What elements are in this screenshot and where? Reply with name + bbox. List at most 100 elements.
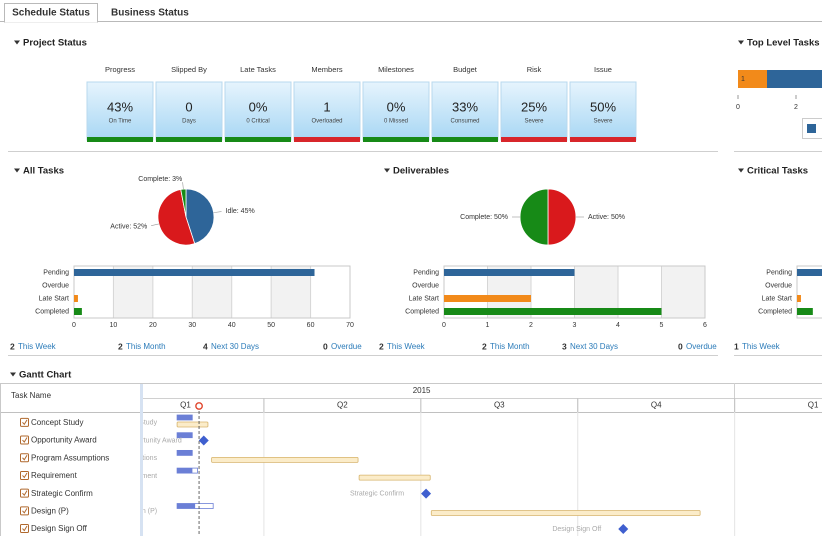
- task-check: [22, 437, 28, 443]
- y-tick-label: Overdue: [765, 282, 792, 289]
- x-tick-label: 10: [110, 322, 118, 329]
- task-checkbox[interactable]: [20, 470, 29, 480]
- bar-caption: Requirement: [117, 473, 157, 480]
- section-title: Critical Tasks: [747, 166, 808, 177]
- bar-caption: Opportunity Award: [124, 437, 182, 444]
- pie-label: Active: 50%: [588, 214, 625, 221]
- year-label: 2015: [413, 386, 431, 395]
- milestone[interactable]: [421, 488, 432, 499]
- tile-label: Slipped By: [171, 65, 207, 74]
- task-checkbox[interactable]: [20, 435, 29, 445]
- plan-progress: [177, 450, 193, 456]
- tab[interactable]: Business Status: [111, 8, 189, 19]
- leader-line: [182, 182, 184, 190]
- summary-count: 0: [323, 341, 328, 351]
- task-name[interactable]: Concept Study: [31, 418, 83, 427]
- task-bar[interactable]: [358, 474, 431, 481]
- summary-link[interactable]: This Month: [490, 342, 530, 351]
- tile-status-bar: [570, 137, 636, 142]
- task-checkbox[interactable]: [20, 417, 29, 427]
- tile-label: Progress: [105, 65, 135, 74]
- collapse-arrow[interactable]: [14, 168, 20, 173]
- tile-caption: 0 Missed: [384, 119, 408, 125]
- summary-count: 3: [562, 341, 567, 351]
- y-tick-label: Late Start: [762, 295, 792, 302]
- y-tick-label: Pending: [43, 269, 69, 276]
- task-checkbox[interactable]: [20, 506, 29, 516]
- tile-value: 0: [185, 99, 192, 114]
- summary-count: 2: [10, 341, 15, 351]
- tab[interactable]: Schedule Status: [12, 8, 90, 19]
- summary-link[interactable]: Overdue: [686, 342, 717, 351]
- bar: [444, 295, 531, 302]
- y-tick-label: Completed: [758, 308, 792, 315]
- milestone[interactable]: [198, 435, 209, 446]
- y-tick-label: Late Start: [409, 295, 439, 302]
- bar: [797, 308, 813, 315]
- plan-progress: [177, 432, 193, 438]
- plot-border: [796, 265, 822, 319]
- summary-link[interactable]: This Week: [387, 342, 426, 351]
- summary-link[interactable]: Overdue: [331, 342, 362, 351]
- tile-caption: Overloaded: [311, 119, 342, 125]
- pie-label: Active: 52%: [110, 223, 147, 230]
- plan-progress: [177, 503, 196, 509]
- x-tick-label: 50: [267, 322, 275, 329]
- y-tick-label: Pending: [766, 269, 792, 276]
- tile-caption: On Time: [109, 119, 132, 125]
- task-checkbox[interactable]: [20, 453, 29, 463]
- tile-status-bar: [156, 137, 222, 142]
- tile-value: 1: [323, 99, 330, 114]
- task-name[interactable]: Program Assumptions: [31, 453, 109, 462]
- tile-status-bar: [501, 137, 567, 142]
- summary-count: 1: [734, 341, 739, 351]
- tile[interactable]: [569, 81, 637, 141]
- x-tick-label: 40: [228, 322, 236, 329]
- legend-swatch: [807, 124, 816, 133]
- task-bar[interactable]: [430, 510, 701, 516]
- summary-link[interactable]: This Week: [18, 342, 57, 351]
- tile[interactable]: [500, 81, 568, 141]
- summary-link[interactable]: Next 30 Days: [570, 342, 618, 351]
- task-name[interactable]: Strategic Confirm: [31, 489, 93, 498]
- collapse-arrow[interactable]: [10, 372, 16, 377]
- data-label: 1: [741, 76, 745, 83]
- task-name[interactable]: Design Sign Off: [31, 524, 88, 533]
- plan-progress: [177, 468, 193, 474]
- tile-status-bar: [225, 137, 291, 142]
- plot-border: [443, 265, 706, 319]
- timeline: 2015 Q1 Q2 Q3 Q4 Q1 Concept Study Opportunity A…: [117, 383, 822, 536]
- task-name[interactable]: Design (P): [31, 506, 69, 515]
- summary-link[interactable]: This Month: [126, 342, 166, 351]
- tile[interactable]: [86, 81, 154, 141]
- task-check: [22, 508, 28, 514]
- section-title: All Tasks: [23, 166, 64, 177]
- summary-link[interactable]: This Week: [742, 342, 781, 351]
- tile-caption: 0 Critical: [246, 119, 269, 125]
- milestone[interactable]: [618, 524, 629, 535]
- section-title: Top Level Tasks: [747, 38, 820, 49]
- task-name[interactable]: Opportunity Award: [31, 436, 97, 445]
- y-tick-label: Completed: [405, 308, 439, 315]
- task-bar[interactable]: [211, 456, 359, 463]
- bar: [797, 269, 822, 276]
- x-tick-label: 1: [486, 322, 490, 329]
- collapse-arrow[interactable]: [738, 40, 744, 45]
- today-marker: [195, 402, 203, 410]
- tile-value: 43%: [107, 99, 133, 114]
- tile-caption: Severe: [593, 119, 613, 125]
- collapse-arrow[interactable]: [14, 40, 20, 45]
- task-checkbox[interactable]: [20, 524, 29, 534]
- collapse-arrow[interactable]: [384, 168, 390, 173]
- tile-status-bar: [87, 137, 153, 142]
- summary-link[interactable]: Next 30 Days: [211, 342, 259, 351]
- pie-slice: [519, 188, 549, 246]
- task-name[interactable]: Requirement: [31, 471, 78, 480]
- task-checkbox[interactable]: [20, 488, 29, 498]
- y-tick-label: Late Start: [39, 295, 69, 302]
- x-tick-label: 30: [188, 322, 196, 329]
- tile[interactable]: [431, 81, 499, 141]
- collapse-arrow[interactable]: [738, 168, 744, 173]
- task-bar[interactable]: [176, 421, 209, 428]
- task-check: [22, 525, 28, 532]
